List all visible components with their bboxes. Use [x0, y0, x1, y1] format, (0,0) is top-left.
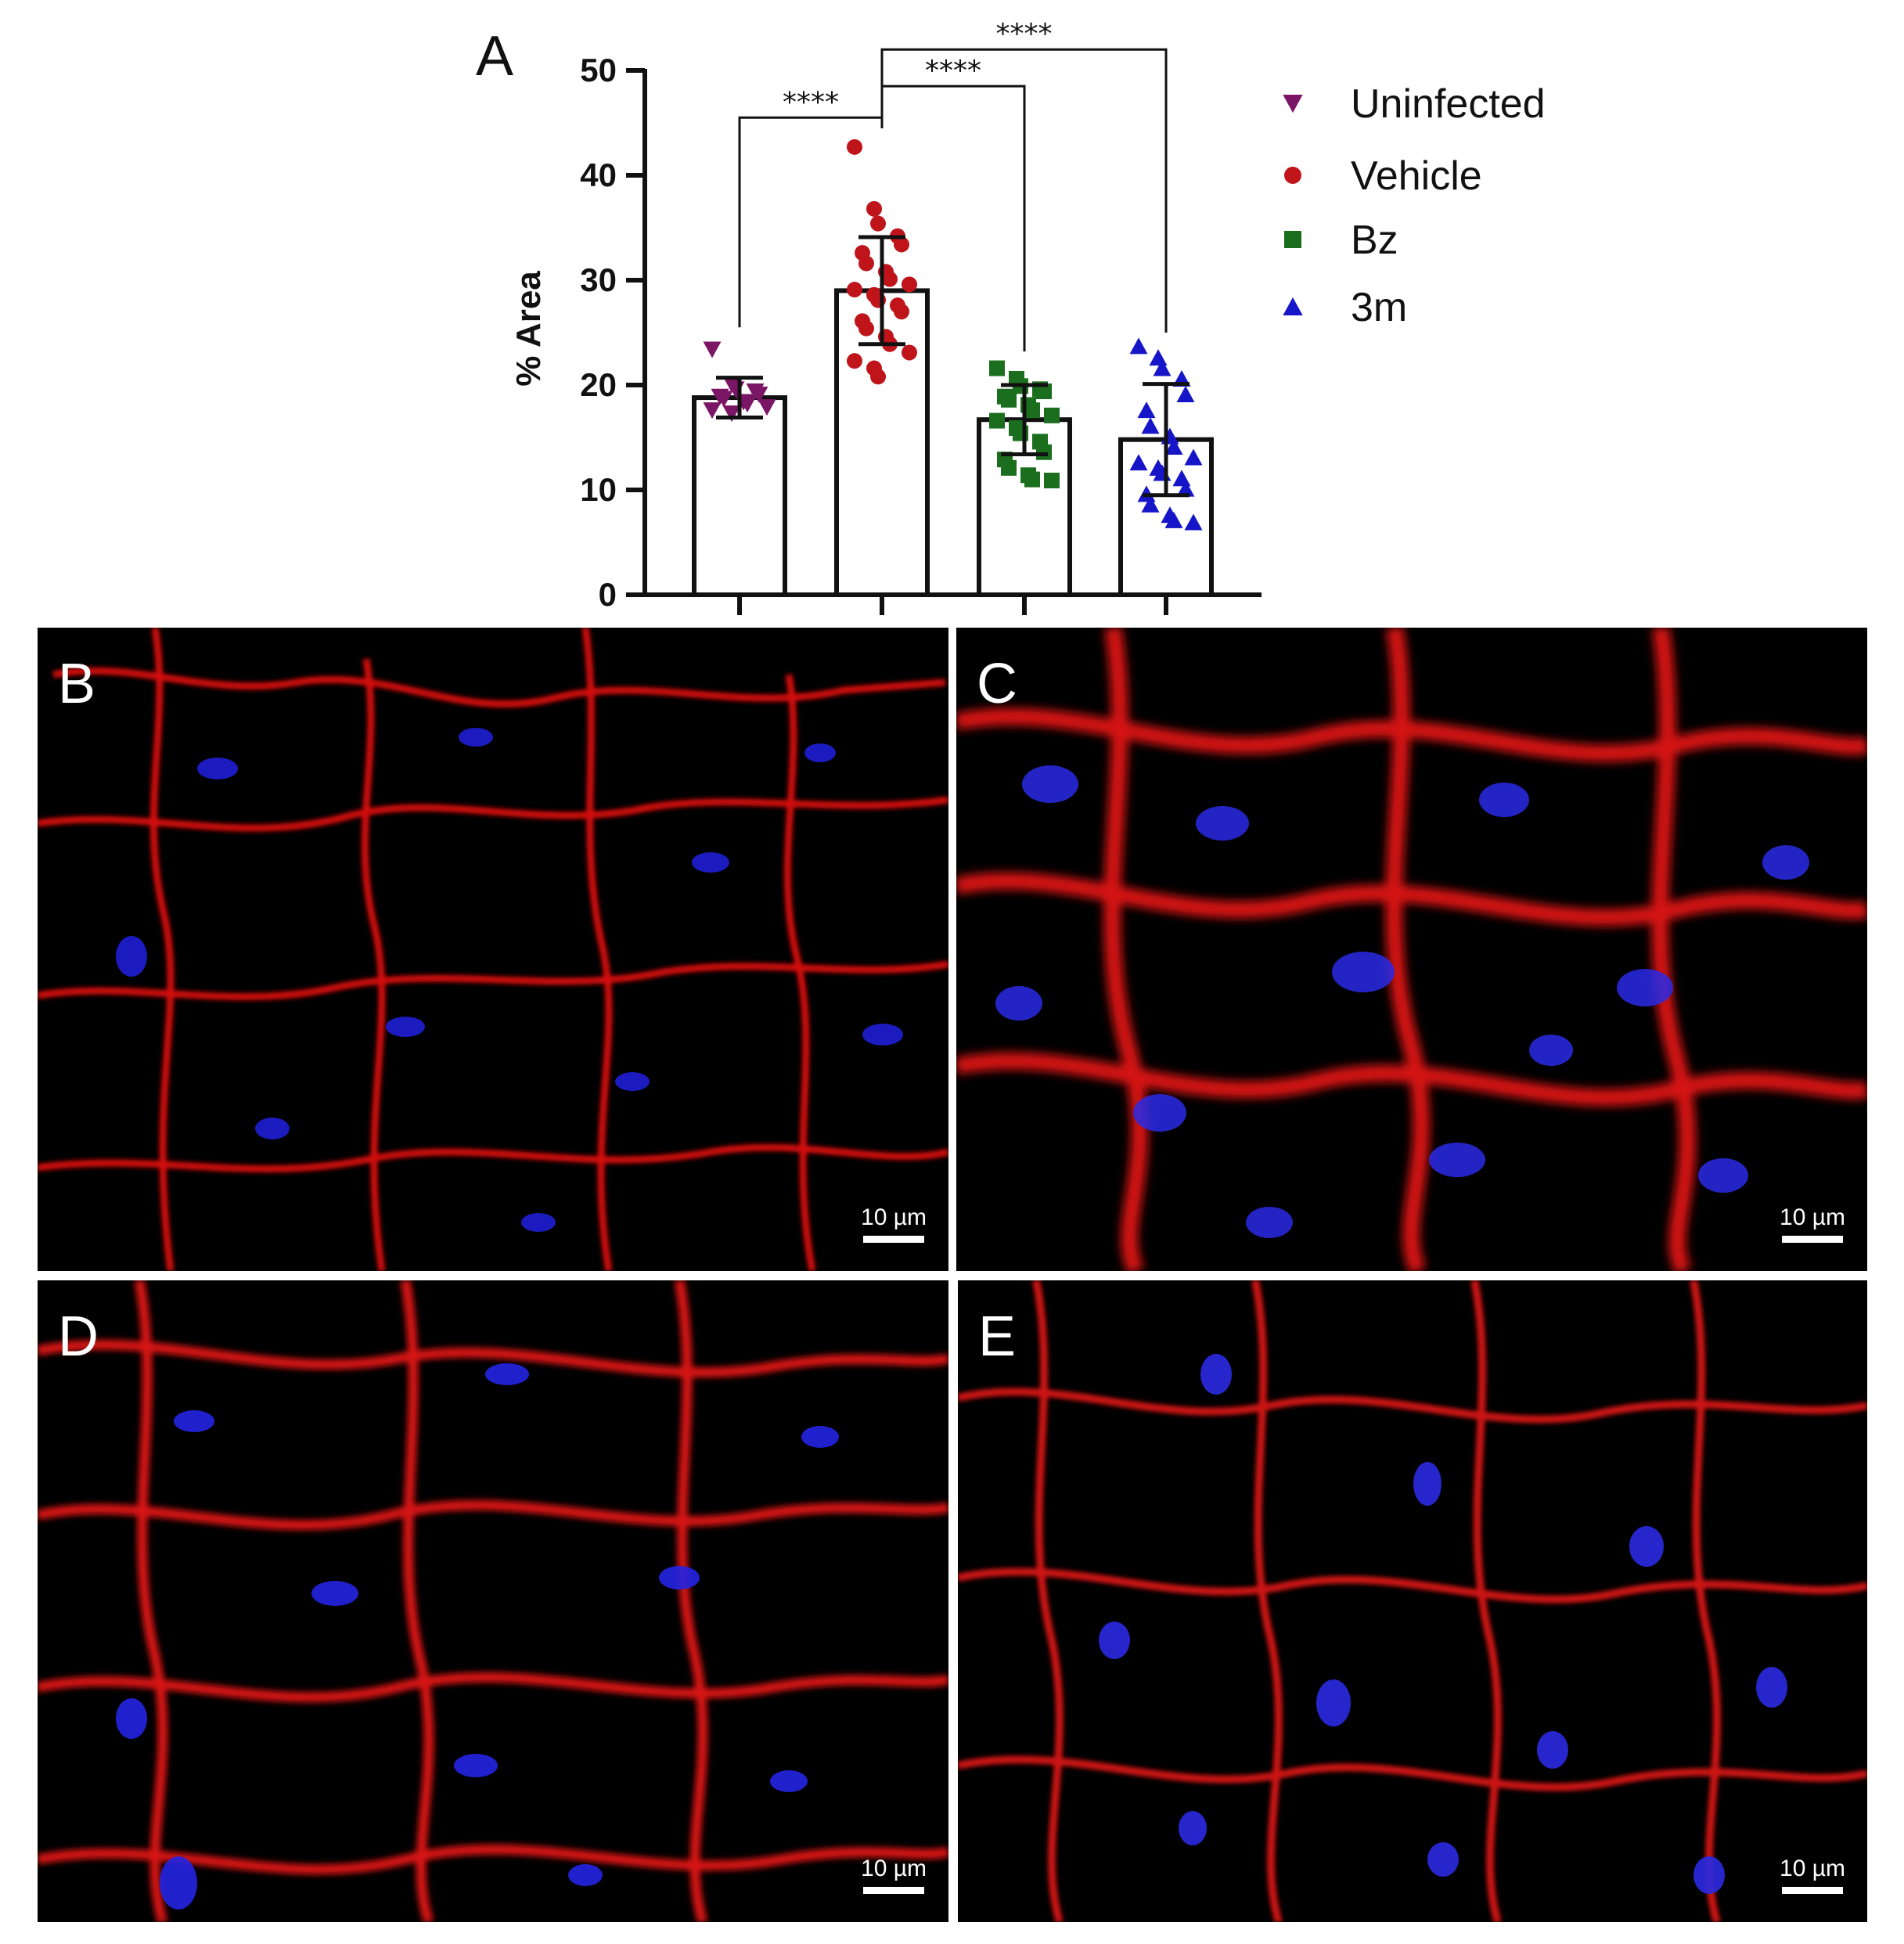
- data-point: [1001, 459, 1017, 476]
- data-point: [703, 341, 722, 358]
- data-point: [758, 399, 776, 416]
- data-point: [902, 276, 917, 293]
- y-tick-label: 50: [580, 52, 617, 88]
- bar: [692, 395, 787, 597]
- data-point: [1149, 349, 1168, 366]
- data-point: [858, 255, 874, 272]
- scale-label-c: 10 µm: [1780, 1204, 1845, 1230]
- scale-bar-line-c: [1782, 1236, 1843, 1243]
- data-point: [1176, 386, 1195, 403]
- data-point: [1001, 391, 1017, 408]
- significance-label: ****: [996, 18, 1053, 50]
- scale-label-d: 10 µm: [861, 1856, 927, 1881]
- micrograph-image-e: [958, 1280, 1867, 1922]
- y-tick-label: 0: [599, 576, 617, 613]
- scale-bar-line-e: [1782, 1887, 1843, 1894]
- data-point: [847, 353, 862, 369]
- data-point: [1129, 454, 1148, 471]
- data-point: [1024, 402, 1040, 419]
- data-point: [1024, 471, 1040, 488]
- significance-bracket: [880, 48, 1168, 333]
- panel-letter-b: B: [58, 653, 96, 715]
- y-tick-label: 10: [580, 471, 617, 508]
- data-point: [1184, 448, 1203, 466]
- data-point: [703, 402, 722, 419]
- data-point: [1161, 427, 1179, 445]
- data-point: [1141, 495, 1160, 513]
- significance-label: ****: [783, 86, 839, 118]
- data-point: [714, 391, 733, 408]
- data-point: [858, 320, 874, 337]
- data-point: [847, 139, 862, 155]
- data-point: [870, 215, 886, 232]
- data-point: [1164, 438, 1183, 455]
- data-point: [1184, 513, 1203, 531]
- y-tick-label: 40: [580, 157, 617, 193]
- scale-bar-d: 10 µm: [861, 1857, 927, 1894]
- data-point: [1137, 401, 1156, 419]
- legend-label: Vehicle: [1351, 153, 1482, 199]
- scale-bar-b: 10 µm: [861, 1206, 927, 1243]
- bar-chart: A % Area 0 10 20 30 40 50 **** **** **** Uninfec…: [476, 18, 1546, 615]
- chart-panel-letter: A: [476, 25, 513, 88]
- data-point: [894, 236, 909, 253]
- micrograph-panel-e: E 10 µm: [958, 1280, 1867, 1922]
- scale-bar-c: 10 µm: [1780, 1206, 1845, 1243]
- micrograph-panel-c: C 10 µm: [956, 628, 1867, 1271]
- data-point: [1036, 444, 1052, 460]
- data-point: [989, 412, 1005, 429]
- legend-label: 3m: [1351, 285, 1407, 330]
- data-point: [1164, 511, 1183, 528]
- significance-label: ****: [925, 55, 981, 87]
- data-point: [750, 387, 768, 404]
- legend-label: Bz: [1351, 218, 1398, 263]
- scale-label-b: 10 µm: [861, 1204, 927, 1230]
- y-tick-label: 20: [580, 366, 617, 403]
- panel-letter-d: D: [58, 1305, 99, 1368]
- data-point: [882, 271, 898, 287]
- data-point: [722, 405, 741, 423]
- data-point: [870, 369, 886, 385]
- scale-bar-line-d: [863, 1887, 924, 1894]
- data-point: [1044, 472, 1060, 488]
- micrograph-image-d: [38, 1280, 948, 1922]
- legend-marker: [1283, 95, 1303, 113]
- micrograph-image-b: [38, 628, 948, 1271]
- data-point: [902, 344, 917, 361]
- micrograph-panel-b: B 10 µm: [38, 628, 948, 1271]
- data-point: [989, 360, 1005, 376]
- data-point: [1141, 417, 1160, 434]
- y-axis-label: % Area: [509, 271, 548, 387]
- data-point: [1176, 480, 1195, 497]
- data-point: [847, 282, 862, 298]
- panel-letter-c: C: [977, 653, 1017, 715]
- data-point: [1036, 383, 1052, 400]
- panel-letter-e: E: [978, 1305, 1017, 1368]
- data-point: [894, 304, 909, 320]
- data-point: [866, 200, 882, 217]
- scale-label-e: 10 µm: [1780, 1856, 1845, 1881]
- scale-bar-e: 10 µm: [1780, 1857, 1845, 1894]
- micrograph-panel-d: D 10 µm: [38, 1280, 948, 1922]
- legend-label: Uninfected: [1351, 81, 1546, 127]
- y-tick-label: 30: [580, 261, 617, 298]
- data-point: [738, 396, 757, 413]
- legend-marker: [1283, 297, 1303, 315]
- scale-bar-line-b: [863, 1236, 924, 1243]
- data-point: [1044, 407, 1060, 423]
- legend-marker: [1284, 167, 1301, 184]
- micrograph-image-c: [956, 628, 1867, 1271]
- legend-marker: [1284, 231, 1301, 248]
- data-point: [1129, 337, 1148, 355]
- data-point: [1153, 359, 1172, 376]
